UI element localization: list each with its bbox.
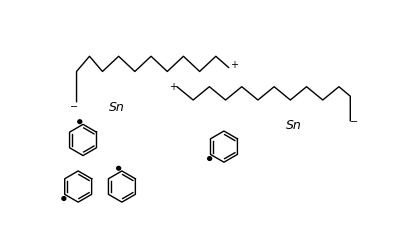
Text: −: − (350, 117, 358, 127)
Text: Sn: Sn (286, 119, 301, 132)
Ellipse shape (208, 157, 212, 160)
Ellipse shape (62, 197, 66, 200)
Ellipse shape (78, 120, 82, 124)
Ellipse shape (117, 166, 121, 170)
Text: −: − (70, 102, 78, 112)
Text: +: + (230, 60, 238, 70)
Text: +: + (169, 82, 177, 92)
Text: Sn: Sn (109, 101, 125, 114)
